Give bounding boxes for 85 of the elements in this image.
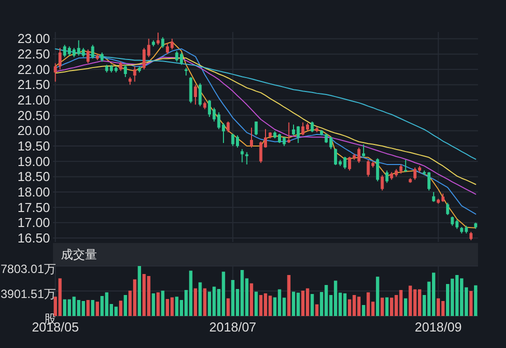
candlestick bbox=[119, 61, 122, 72]
bar bbox=[91, 300, 94, 316]
bar bbox=[166, 299, 170, 316]
candlestick bbox=[189, 76, 192, 104]
bar bbox=[194, 288, 198, 316]
bar bbox=[385, 297, 389, 316]
candlestick bbox=[376, 158, 380, 182]
bar bbox=[432, 272, 436, 316]
bar bbox=[418, 289, 422, 316]
y-tick-label: 3901.51万 bbox=[0, 287, 56, 301]
x-tick-label: 2018/07 bbox=[209, 320, 256, 334]
candlestick bbox=[446, 202, 450, 216]
bar bbox=[310, 294, 314, 316]
bar bbox=[469, 290, 473, 316]
bar bbox=[315, 304, 319, 316]
y-tick-label: 20.00 bbox=[17, 123, 50, 138]
y-tick-label: 21.50 bbox=[17, 77, 50, 92]
y-tick-label: 20.50 bbox=[17, 108, 50, 123]
candlestick bbox=[254, 121, 258, 136]
y-tick-label: 17.50 bbox=[17, 200, 50, 215]
candlestick bbox=[236, 134, 239, 148]
bar bbox=[203, 288, 206, 316]
candlestick bbox=[54, 62, 57, 82]
candlestick bbox=[161, 36, 164, 48]
candlestick bbox=[194, 84, 197, 106]
bar bbox=[124, 295, 128, 316]
bar bbox=[156, 292, 160, 316]
candlestick bbox=[329, 136, 332, 150]
y-tick-label: 18.50 bbox=[17, 169, 50, 184]
bar bbox=[138, 266, 142, 316]
bar bbox=[96, 302, 100, 316]
candlestick bbox=[100, 52, 104, 62]
candlestick bbox=[133, 66, 136, 82]
bar bbox=[86, 300, 90, 316]
bar bbox=[198, 282, 202, 316]
candlestick bbox=[250, 127, 254, 148]
bar bbox=[119, 300, 122, 316]
bar bbox=[170, 297, 174, 316]
bar bbox=[474, 285, 478, 316]
candlestick bbox=[240, 148, 244, 163]
candlestick bbox=[63, 44, 66, 58]
candlestick bbox=[198, 82, 202, 107]
y-tick-label: 21.00 bbox=[17, 92, 50, 108]
candlestick bbox=[324, 133, 328, 144]
bar bbox=[287, 275, 290, 316]
y-tick-label: 19.00 bbox=[17, 154, 50, 169]
candlestick bbox=[82, 47, 85, 58]
y-tick-label: 23.00 bbox=[17, 31, 50, 46]
y-tick-label: 19.50 bbox=[17, 138, 50, 154]
candlestick bbox=[343, 156, 346, 170]
bar bbox=[362, 305, 366, 316]
candlestick bbox=[58, 47, 62, 70]
candlestick bbox=[292, 124, 296, 136]
chart-title: 成交量 bbox=[61, 248, 97, 262]
bar bbox=[226, 298, 230, 316]
candlestick bbox=[278, 133, 282, 144]
candlestick bbox=[124, 64, 127, 78]
line-series bbox=[54, 48, 476, 160]
bar bbox=[404, 298, 408, 316]
candlestick bbox=[385, 170, 388, 184]
y-tick-label: 22.50 bbox=[17, 46, 50, 62]
candlestick bbox=[399, 164, 402, 174]
bar bbox=[152, 293, 156, 316]
candlestick bbox=[86, 48, 90, 64]
y-tick-label: 22.00 bbox=[17, 62, 50, 77]
bar bbox=[376, 276, 380, 316]
candlestick bbox=[91, 44, 94, 60]
x-tick-label: 2018/09 bbox=[414, 320, 462, 334]
bar bbox=[161, 290, 164, 316]
y-tick-label: 18.00 bbox=[17, 184, 50, 200]
y-tick-label: 7803.01万 bbox=[0, 262, 56, 276]
candlestick bbox=[156, 32, 160, 46]
bar bbox=[250, 283, 254, 316]
candlestick bbox=[432, 192, 436, 202]
candlestick bbox=[226, 121, 230, 133]
candlestick bbox=[380, 174, 384, 191]
candlestick bbox=[427, 172, 430, 191]
candlestick bbox=[287, 122, 290, 144]
candlestick bbox=[455, 219, 458, 230]
y-tick-label: 17.00 bbox=[17, 215, 50, 230]
candlestick bbox=[310, 121, 314, 133]
bar bbox=[380, 298, 384, 316]
y-tick-label: 16.50 bbox=[17, 230, 50, 246]
candlestick bbox=[334, 148, 338, 166]
bar bbox=[254, 292, 258, 316]
